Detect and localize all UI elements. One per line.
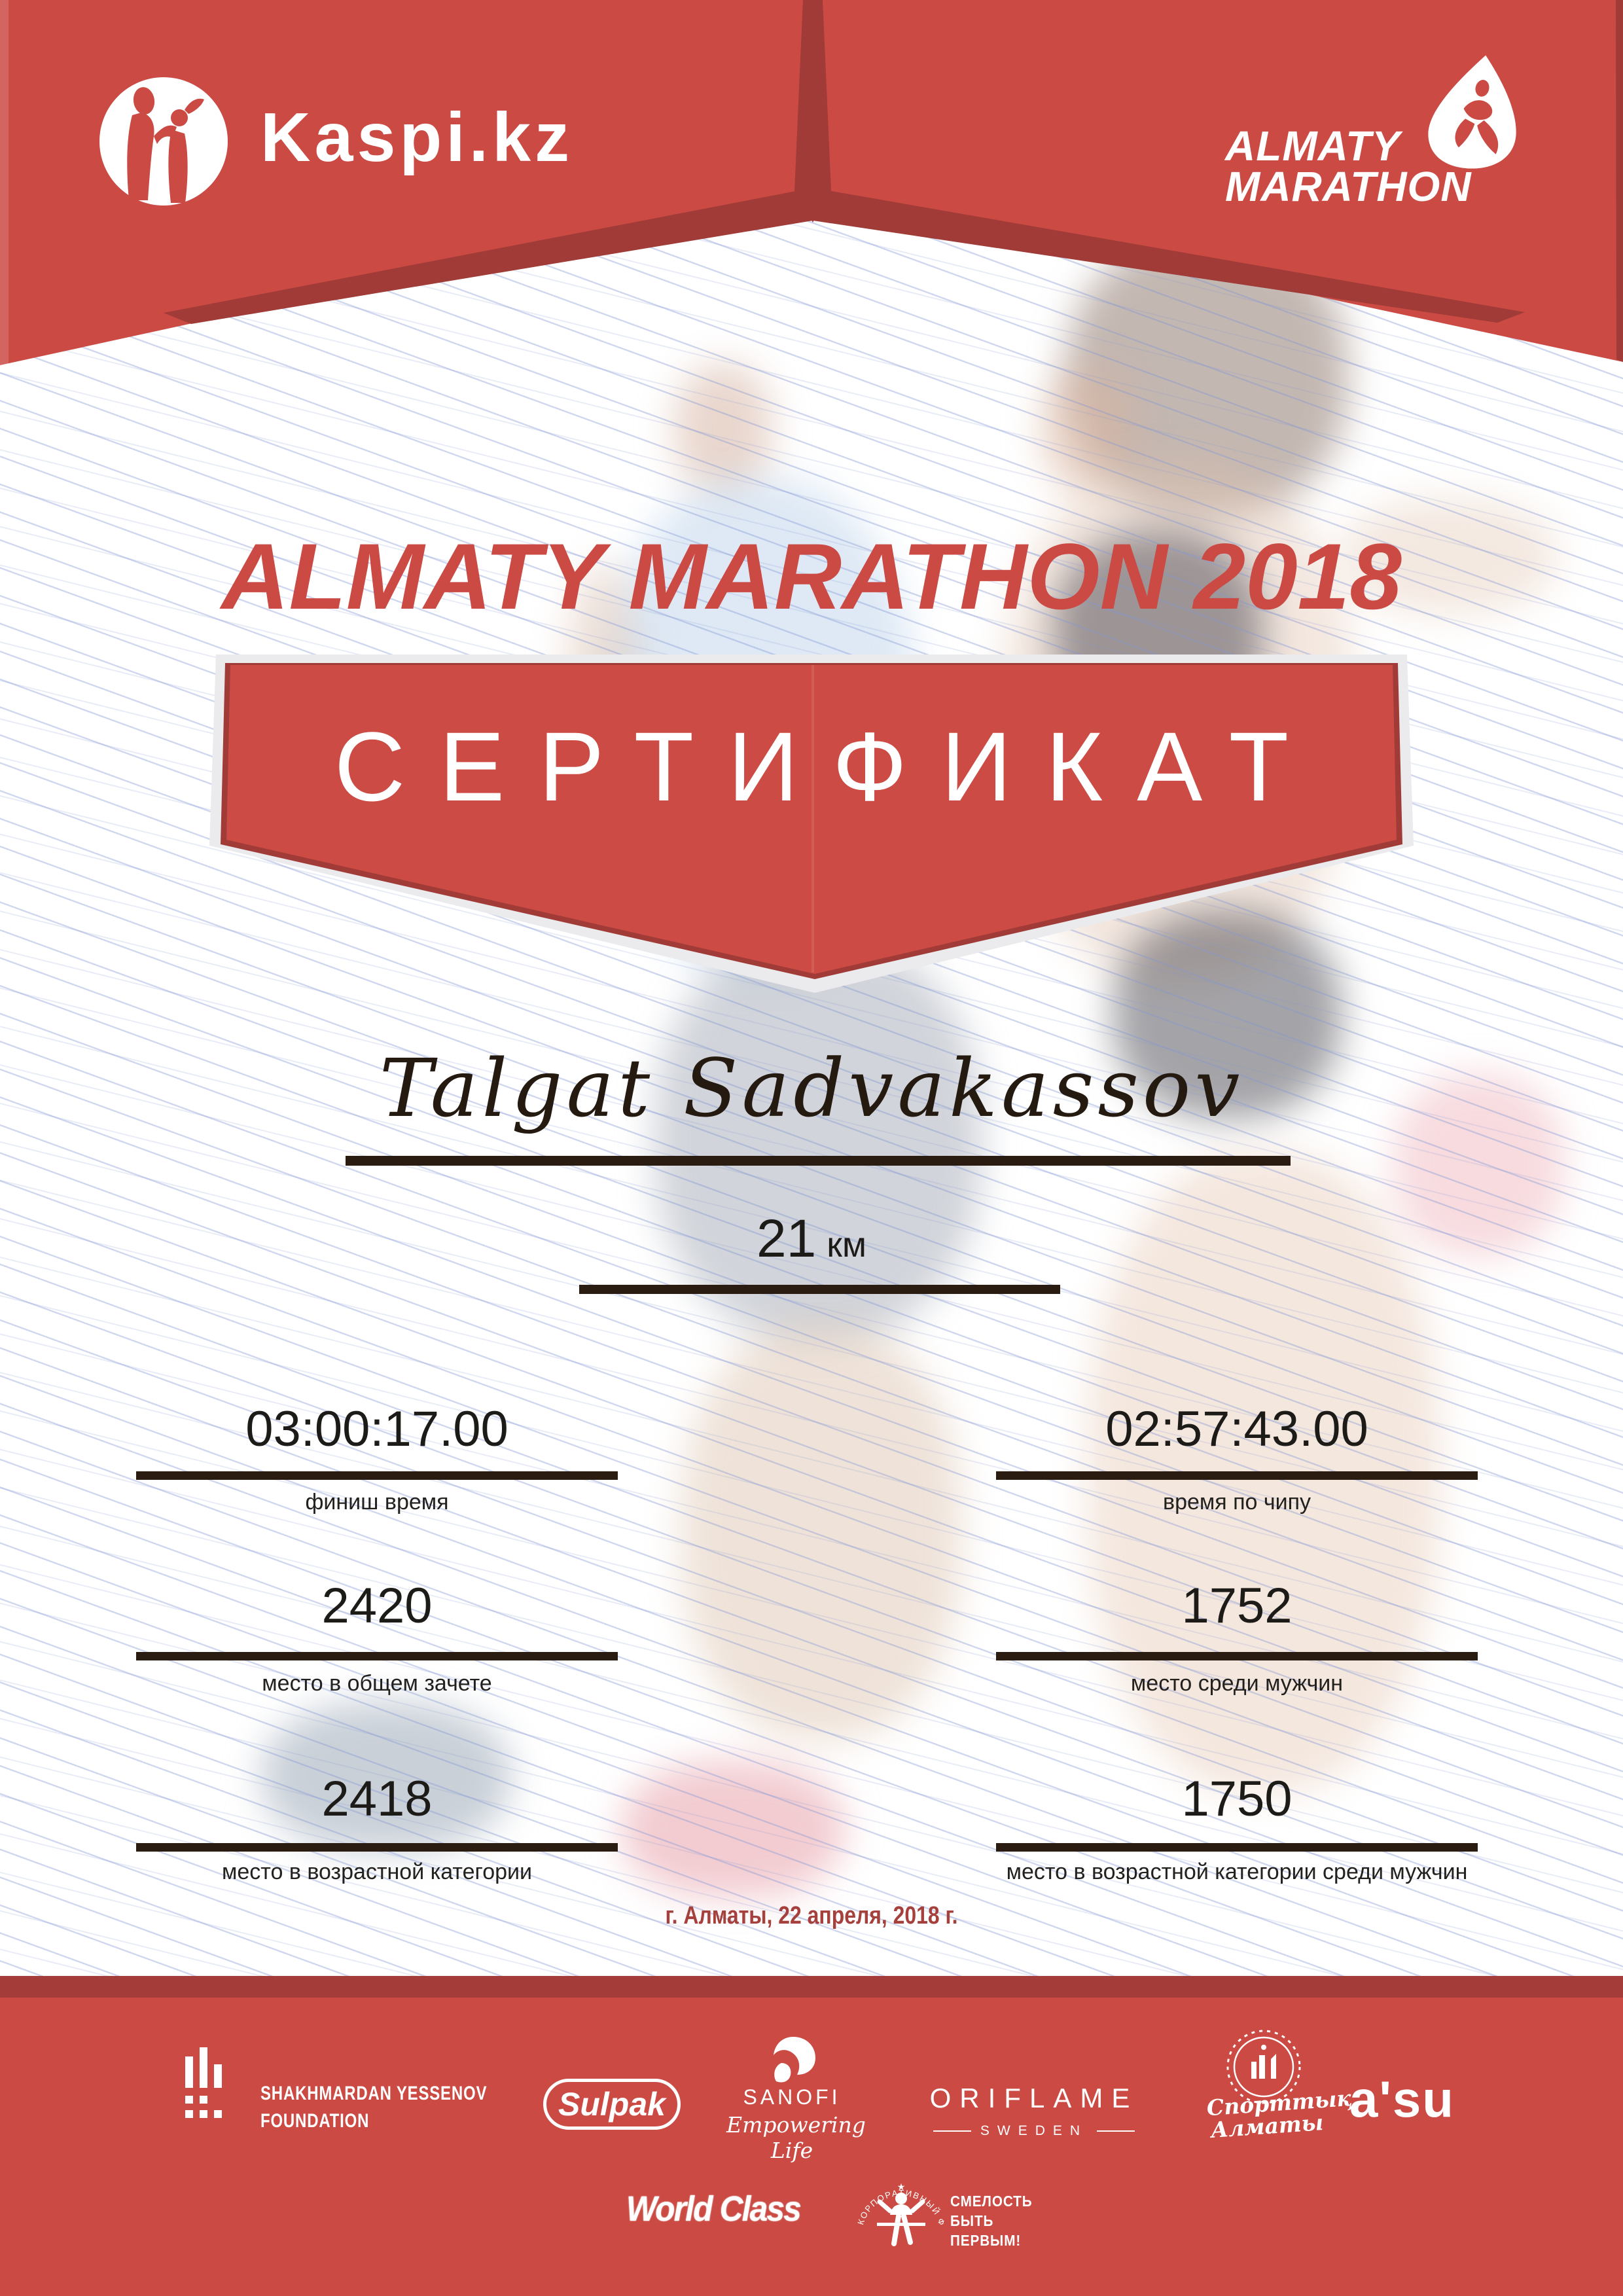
men-place-value: 1752 (1181, 1578, 1293, 1634)
oriflame-country: SWEDEN (980, 2123, 1088, 2138)
oriflame-dash-left (933, 2130, 971, 2132)
smelost-line1: СМЕЛОСТЬ (950, 2193, 1033, 2210)
blue-sneaker (262, 1702, 510, 1852)
sanofi-name: SANOFI (743, 2085, 841, 2109)
yessenov-foundation-icon (185, 2047, 222, 2118)
event-title: ALMATY MARATHON 2018 (221, 525, 1402, 629)
yessenov-line2: FOUNDATION (260, 2110, 370, 2132)
sulpak-label: Sulpak (558, 2086, 666, 2123)
overall-place-underline (136, 1652, 618, 1660)
chip-time-label: время по чипу (1163, 1490, 1311, 1515)
smelost-line2: БЫТЬ (950, 2212, 994, 2229)
sulpak-logo: Sulpak (543, 2079, 681, 2130)
almaty-marathon-logo-icon (1428, 55, 1516, 169)
distance-unit: км (827, 1225, 866, 1265)
age-place-underline (136, 1843, 618, 1852)
world-class-logo: World Class (626, 2189, 802, 2229)
finish-time-value: 03:00:17.00 (245, 1401, 508, 1457)
finish-time-label: финиш время (305, 1490, 449, 1515)
footer-accent-strip (0, 1976, 1623, 1998)
sanofi-icon (774, 2037, 815, 2083)
pink-sneaker-rear (1394, 1073, 1564, 1257)
header-band (0, 0, 1623, 365)
men-place-underline (996, 1652, 1478, 1660)
participant-name: Talgat Sadvakassov (379, 1042, 1244, 1135)
asu-logo: a'su (1349, 2070, 1455, 2128)
runner-woman-shorts (1113, 910, 1342, 1119)
sanofi-tagline: Empowering Life (726, 2112, 866, 2163)
oriflame-name: ORIFLAME (929, 2083, 1139, 2113)
certificate-banner (209, 655, 1414, 993)
runner-man-head (674, 363, 772, 494)
smelost-line3: ПЕРВЫМ! (950, 2232, 1022, 2249)
age-men-place-underline (996, 1843, 1478, 1852)
certificate-heading: СЕРТИФИКАТ (334, 711, 1323, 821)
finish-time-underline (136, 1471, 618, 1480)
almaty-marathon-logo-text: ALMATY MARATHON (1225, 122, 1472, 210)
oriflame-dash-right (1097, 2130, 1135, 2132)
sanofi-logo: SANOFI Empowering Life (726, 2034, 866, 2163)
chip-time-value: 02:57:43.00 (1105, 1401, 1368, 1457)
sport-almaty-logo: Спорттық Алматы (1206, 2085, 1353, 2143)
distance: 21 км (0, 1208, 1623, 1270)
overall-place-label: место в общем зачете (262, 1671, 492, 1696)
yessenov-line1: SHAKHMARDAN YESSENOV (260, 2083, 488, 2104)
pink-sneaker (622, 1761, 844, 1898)
kaspi-logo-text: Kaspi.kz (260, 99, 574, 176)
age-men-place-label: место в возрастной категории среди мужчи… (1006, 1859, 1468, 1884)
kaspi-logo-icon (99, 77, 228, 206)
distance-underline (579, 1285, 1060, 1294)
star-icon: ★ (897, 2181, 906, 2192)
runner-man-shorts (654, 936, 982, 1342)
runner-man-legs (681, 1322, 962, 1741)
oriflame-logo: ORIFLAME SWEDEN (919, 2083, 1149, 2139)
smelost-fund-logo: СМЕЛОСТЬ БЫТЬ ПЕРВЫМ! (950, 2191, 1033, 2250)
men-place-label: место среди мужчин (1130, 1671, 1344, 1696)
age-place-value: 2418 (321, 1771, 433, 1827)
age-place-label: место в возрастной категории (222, 1859, 532, 1884)
name-underline (346, 1156, 1291, 1166)
distance-value: 21 (757, 1209, 817, 1268)
runner-woman-arm (1342, 497, 1558, 615)
yessenov-foundation-logo: SHAKHMARDAN YESSENOV FOUNDATION (260, 2080, 487, 2135)
age-men-place-value: 1750 (1181, 1771, 1293, 1827)
overall-place-value: 2420 (321, 1578, 433, 1634)
sport-almaty-icon (1226, 2030, 1301, 2104)
chip-time-underline (996, 1471, 1478, 1480)
date-location: г. Алматы, 22 апреля, 2018 г. (665, 1902, 958, 1929)
runner-woman-face (1041, 367, 1132, 491)
oriflame-sweden-row: SWEDEN (919, 2123, 1149, 2139)
marathon-line: MARATHON (1225, 163, 1472, 210)
almaty-line: ALMATY (1225, 122, 1400, 170)
smelost-fund-icon: КОРПОРАТИВНЫЙ ФОНД ★ (852, 2168, 946, 2246)
